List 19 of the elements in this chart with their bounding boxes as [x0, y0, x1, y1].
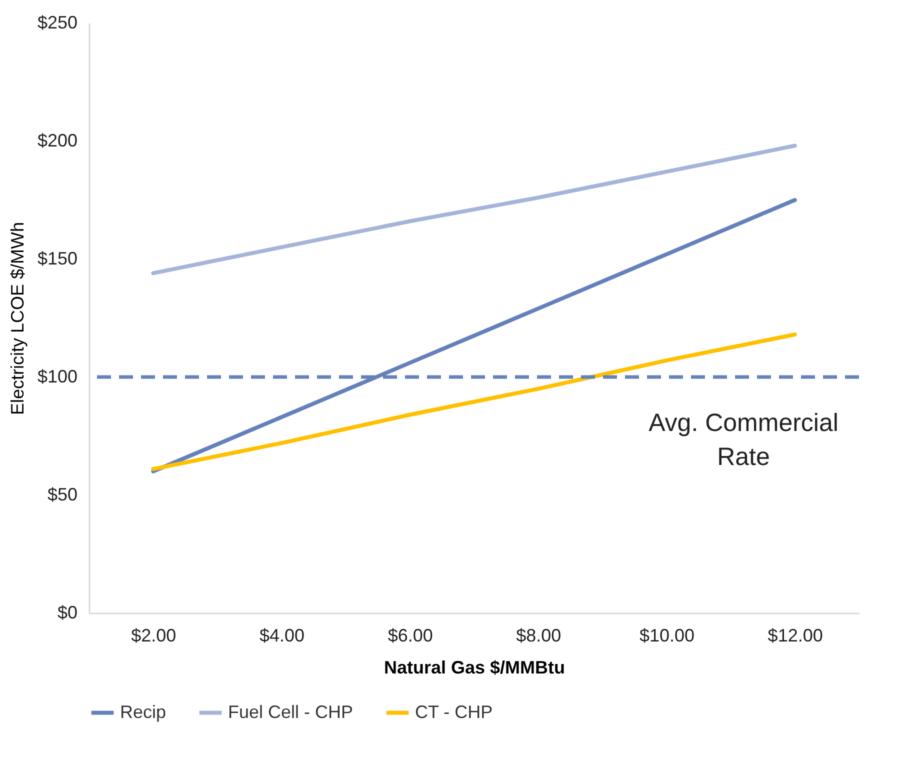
x-axis-title: Natural Gas $/MMBtu — [384, 658, 566, 678]
legend-label: CT - CHP — [415, 702, 493, 722]
line-series — [151, 144, 797, 276]
legend-label: Recip — [120, 702, 166, 722]
x-tick-label: $12.00 — [768, 626, 823, 646]
y-tick-label: $100 — [37, 366, 78, 386]
x-tick-label: $10.00 — [639, 626, 695, 646]
y-tick-label: $0 — [57, 602, 78, 622]
x-tick-label: $6.00 — [388, 626, 433, 646]
y-tick-label: $150 — [37, 248, 78, 268]
y-tick-label: $250 — [37, 12, 78, 32]
y-tick-label: $50 — [47, 484, 78, 504]
legend-label: Fuel Cell - CHP — [228, 702, 354, 722]
ref-line-label: Avg. Commercial Rate — [648, 409, 838, 471]
x-tick-label: $8.00 — [516, 626, 562, 646]
y-axis-title: Electricity LCOE $/MWh — [7, 222, 28, 416]
x-tick-label: $2.00 — [131, 626, 176, 646]
y-tick-label: $200 — [37, 130, 78, 150]
x-tick-label: $4.00 — [259, 626, 305, 646]
